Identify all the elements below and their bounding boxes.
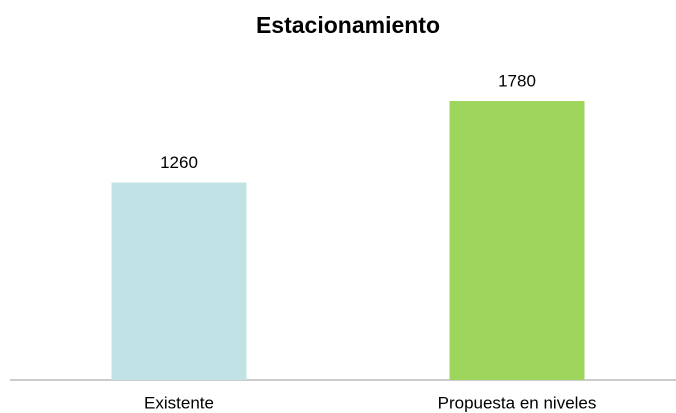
x-tick-label: Existente (144, 393, 214, 412)
bar (111, 182, 247, 380)
bar (449, 101, 585, 380)
chart-title: Estacionamiento (256, 12, 440, 38)
value-label: 1260 (160, 153, 198, 172)
x-tick-label: Propuesta en niveles (438, 393, 597, 412)
value-label: 1780 (498, 71, 536, 90)
